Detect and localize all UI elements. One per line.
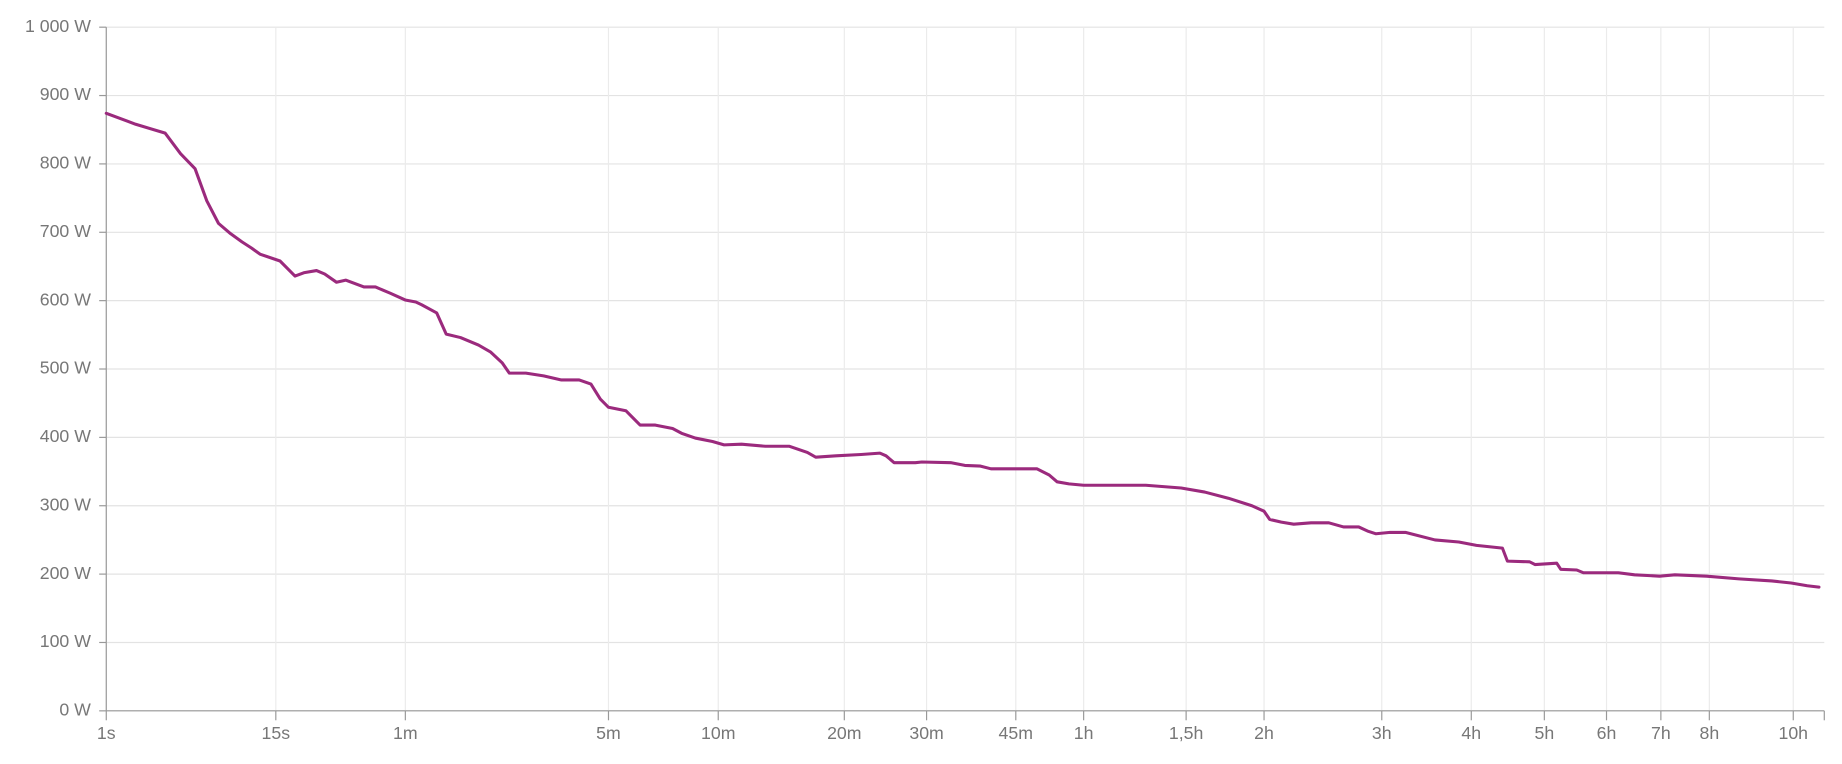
- x-tick-label: 15s: [262, 723, 291, 743]
- x-tick-label: 10m: [701, 723, 735, 743]
- y-tick-label: 700 W: [40, 221, 91, 241]
- axes: 0 W 100 W 200 W 300 W 400 W 500 W 600 W 700 W 80…: [25, 16, 1825, 743]
- y-tick-label: 500 W: [40, 358, 91, 378]
- y-tick-label: 400 W: [40, 426, 91, 446]
- y-tick-label: 600 W: [40, 289, 91, 309]
- x-tick-label: 20m: [827, 723, 861, 743]
- x-tick-label: 45m: [999, 723, 1033, 743]
- x-tick-label: 5m: [596, 723, 621, 743]
- y-tick-label: 800 W: [40, 153, 91, 173]
- x-tick-label: 1s: [97, 723, 116, 743]
- x-tick-label: 2h: [1254, 723, 1274, 743]
- x-tick-label: 8h: [1699, 723, 1719, 743]
- data-line: [104, 111, 1821, 589]
- y-tick-label: 900 W: [40, 84, 91, 104]
- x-tick-label: 5h: [1534, 723, 1554, 743]
- x-tick-label: 3h: [1372, 723, 1392, 743]
- grid: [105, 26, 1825, 712]
- x-tick-label: 4h: [1461, 723, 1481, 743]
- y-tick-label: 0 W: [59, 700, 91, 720]
- x-tick-label: 6h: [1597, 723, 1617, 743]
- y-tick-label: 300 W: [40, 494, 91, 514]
- x-tick-label: 10h: [1778, 723, 1808, 743]
- plot: [104, 111, 1821, 589]
- x-tick-label: 7h: [1651, 723, 1671, 743]
- x-tick-label: 30m: [909, 723, 943, 743]
- x-tick-label: 1,5h: [1169, 723, 1203, 743]
- y-tick-label: 100 W: [40, 631, 91, 651]
- y-tick-label: 1 000 W: [25, 16, 91, 36]
- x-tick-label: 1h: [1074, 723, 1094, 743]
- y-tick-label: 200 W: [40, 563, 91, 583]
- x-tick-label: 1m: [393, 723, 418, 743]
